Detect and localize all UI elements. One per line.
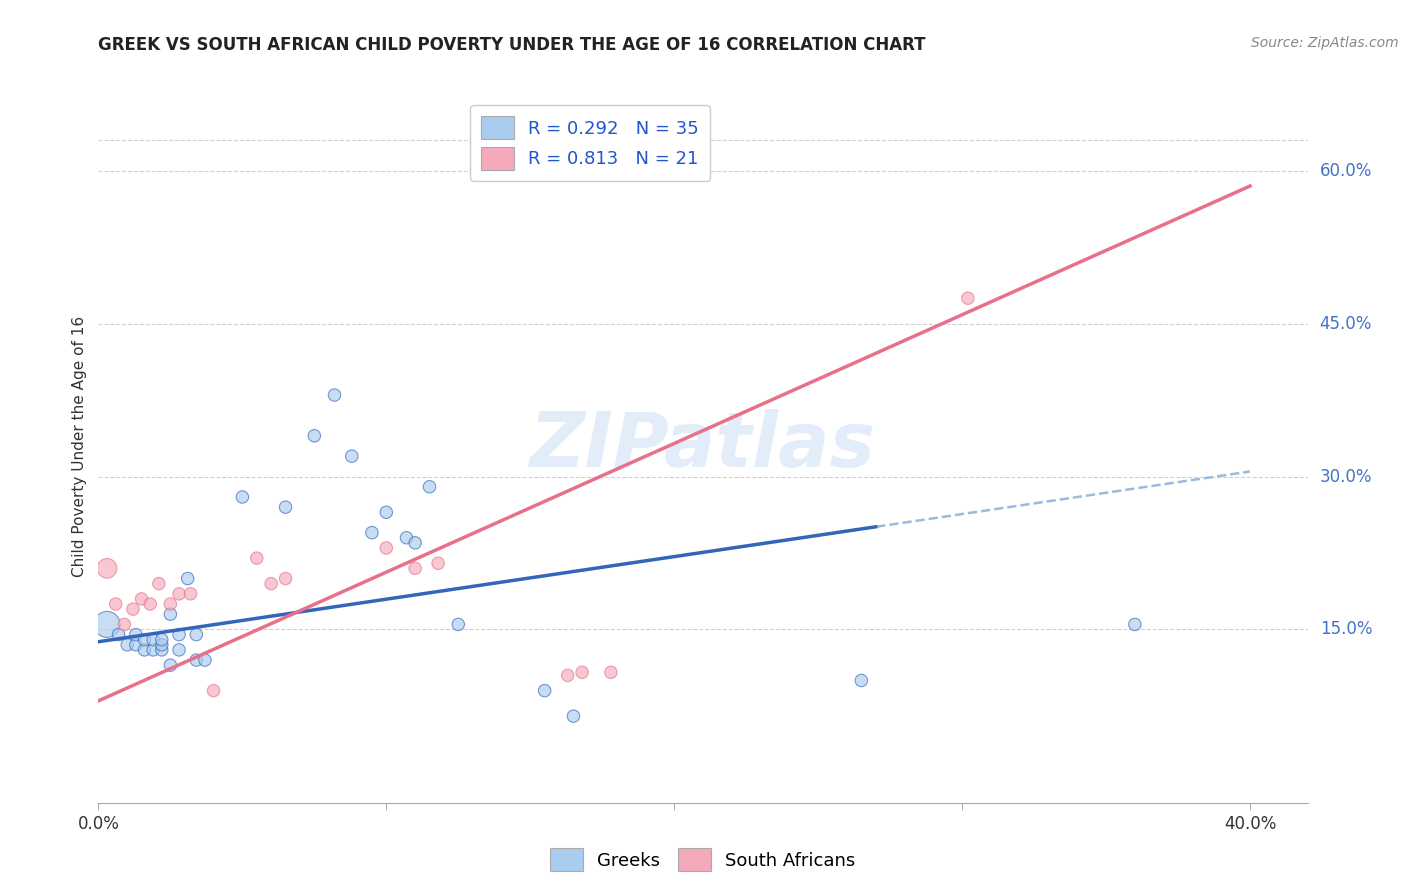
Text: 45.0%: 45.0% [1320,315,1372,333]
Point [557,668,579,682]
Point [851,673,873,688]
Point [180,587,202,601]
Text: GREEK VS SOUTH AFRICAN CHILD POVERTY UNDER THE AGE OF 16 CORRELATION CHART: GREEK VS SOUTH AFRICAN CHILD POVERTY UND… [98,36,927,54]
Point [340,449,363,463]
Point [1123,617,1146,632]
Point [167,627,190,641]
Point [150,638,173,652]
Point [107,627,129,641]
Text: 60.0%: 60.0% [1320,161,1372,180]
Point [96,561,118,575]
Point [122,602,145,616]
Point [395,531,418,545]
Point [134,632,156,647]
Point [375,541,398,555]
Point [202,683,225,698]
Point [176,572,198,586]
Text: 15.0%: 15.0% [1320,621,1372,639]
Text: Source: ZipAtlas.com: Source: ZipAtlas.com [1251,36,1399,50]
Point [956,291,979,305]
Point [115,638,138,652]
Point [159,597,181,611]
Point [159,607,181,622]
Point [150,643,173,657]
Point [447,617,470,632]
Point [142,643,165,657]
Text: 30.0%: 30.0% [1320,467,1372,485]
Point [562,709,585,723]
Point [571,665,593,680]
Text: ZIPatlas: ZIPatlas [530,409,876,483]
Point [112,617,135,632]
Point [599,665,621,680]
Point [323,388,346,402]
Point [194,653,217,667]
Point [142,632,165,647]
Point [418,480,440,494]
Point [186,653,208,667]
Point [375,505,398,519]
Point [134,643,156,657]
Point [96,617,118,632]
Point [472,159,495,173]
Point [148,576,170,591]
Legend: R = 0.292   N = 35, R = 0.813   N = 21: R = 0.292 N = 35, R = 0.813 N = 21 [470,105,710,181]
Point [125,638,148,652]
Legend: Greeks, South Africans: Greeks, South Africans [543,841,863,879]
Point [246,551,269,566]
Point [139,597,162,611]
Point [186,627,208,641]
Point [131,591,153,606]
Point [304,429,326,443]
Point [167,587,190,601]
Y-axis label: Child Poverty Under the Age of 16: Child Poverty Under the Age of 16 [72,316,87,576]
Point [167,643,190,657]
Point [231,490,253,504]
Point [159,658,181,673]
Point [404,536,426,550]
Point [274,572,297,586]
Point [274,500,297,515]
Point [427,556,450,570]
Point [533,683,555,698]
Point [150,632,173,647]
Point [404,561,426,575]
Point [361,525,384,540]
Point [104,597,127,611]
Point [260,576,283,591]
Point [125,627,148,641]
